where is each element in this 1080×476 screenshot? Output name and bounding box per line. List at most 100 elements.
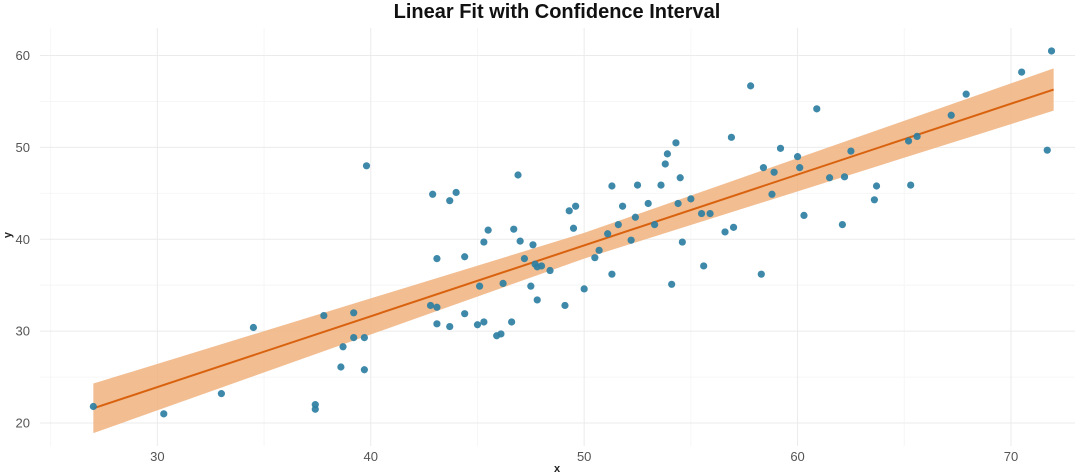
data-point bbox=[663, 150, 672, 158]
data-point bbox=[426, 301, 435, 310]
confidence-band-layer bbox=[93, 68, 1054, 434]
data-point bbox=[217, 390, 225, 398]
data-point bbox=[360, 366, 368, 374]
minor-gridlines bbox=[40, 28, 1075, 446]
data-point bbox=[947, 111, 955, 119]
x-tick-label: 50 bbox=[577, 449, 591, 464]
data-point bbox=[700, 262, 708, 270]
y-tick-label: 20 bbox=[16, 416, 30, 431]
data-point bbox=[847, 147, 855, 155]
data-point bbox=[721, 228, 729, 236]
data-point bbox=[608, 182, 616, 190]
data-points-layer bbox=[89, 47, 1056, 418]
data-point bbox=[657, 181, 665, 189]
data-point bbox=[160, 410, 168, 418]
data-point bbox=[962, 90, 970, 98]
data-point bbox=[480, 318, 488, 326]
data-point bbox=[337, 363, 345, 371]
data-point bbox=[776, 144, 785, 152]
data-point bbox=[631, 213, 639, 221]
data-point bbox=[429, 190, 437, 198]
y-tick-label: 60 bbox=[16, 48, 30, 63]
y-tick-label: 40 bbox=[16, 232, 30, 247]
data-point bbox=[650, 220, 659, 229]
data-point bbox=[661, 160, 669, 168]
data-point bbox=[497, 330, 505, 338]
data-point bbox=[565, 207, 573, 215]
data-point bbox=[644, 199, 652, 208]
data-point bbox=[476, 282, 484, 290]
data-point bbox=[89, 402, 97, 411]
data-point bbox=[499, 279, 507, 287]
data-point bbox=[527, 282, 535, 290]
data-point bbox=[793, 153, 802, 161]
data-point bbox=[1047, 47, 1056, 55]
data-point bbox=[514, 171, 522, 179]
y-tick-label: 30 bbox=[16, 324, 30, 339]
x-axis-label: x bbox=[554, 463, 561, 475]
x-tick-label: 70 bbox=[1004, 449, 1018, 464]
data-point bbox=[473, 321, 482, 329]
data-point bbox=[768, 190, 776, 198]
data-point bbox=[569, 224, 578, 232]
data-point bbox=[433, 254, 441, 263]
data-point bbox=[759, 164, 768, 172]
data-point bbox=[461, 253, 469, 261]
data-point bbox=[913, 132, 921, 141]
data-point bbox=[572, 202, 580, 210]
data-point bbox=[870, 196, 879, 204]
data-point bbox=[678, 238, 686, 246]
x-tick-label: 40 bbox=[364, 449, 378, 464]
data-point bbox=[706, 209, 714, 218]
y-tick-label: 50 bbox=[16, 140, 30, 155]
data-point bbox=[591, 254, 599, 262]
data-point bbox=[320, 311, 328, 320]
data-point bbox=[311, 405, 319, 413]
data-point bbox=[614, 220, 622, 229]
data-point bbox=[608, 270, 616, 278]
data-point bbox=[516, 237, 524, 245]
data-point bbox=[510, 225, 518, 233]
data-point bbox=[484, 226, 492, 234]
data-point bbox=[595, 246, 603, 254]
data-point bbox=[668, 280, 676, 288]
y-axis-label: y bbox=[2, 231, 14, 238]
data-point bbox=[727, 133, 736, 141]
data-point bbox=[360, 333, 368, 342]
data-point bbox=[537, 262, 546, 270]
data-point bbox=[796, 164, 804, 172]
y-tick-labels: 20 30 40 50 60 bbox=[16, 48, 30, 430]
data-point bbox=[446, 322, 454, 331]
data-point bbox=[249, 323, 258, 332]
data-point bbox=[520, 254, 529, 263]
data-point bbox=[508, 318, 516, 326]
fit-line bbox=[93, 88, 1054, 410]
data-point bbox=[618, 202, 627, 210]
data-point bbox=[452, 188, 460, 197]
data-point bbox=[747, 82, 755, 90]
data-point bbox=[433, 320, 441, 328]
data-point bbox=[687, 195, 695, 203]
data-point bbox=[362, 162, 371, 170]
data-point bbox=[1018, 68, 1026, 76]
data-point bbox=[770, 168, 778, 176]
data-point bbox=[604, 230, 612, 238]
data-point bbox=[825, 174, 834, 182]
data-point bbox=[446, 197, 454, 205]
data-point bbox=[561, 301, 569, 310]
data-point bbox=[813, 105, 821, 113]
data-point bbox=[907, 181, 915, 189]
x-tick-labels: 30 40 50 60 70 bbox=[150, 449, 1018, 464]
data-point bbox=[480, 238, 488, 246]
data-point bbox=[350, 309, 358, 317]
x-tick-label: 60 bbox=[790, 449, 804, 464]
data-point bbox=[676, 174, 684, 182]
data-point bbox=[533, 296, 541, 304]
data-point bbox=[840, 173, 849, 181]
data-point bbox=[674, 199, 682, 208]
data-point bbox=[757, 270, 765, 278]
data-point bbox=[339, 343, 347, 351]
data-point bbox=[627, 236, 635, 244]
data-point bbox=[800, 211, 808, 220]
data-point bbox=[461, 310, 469, 318]
